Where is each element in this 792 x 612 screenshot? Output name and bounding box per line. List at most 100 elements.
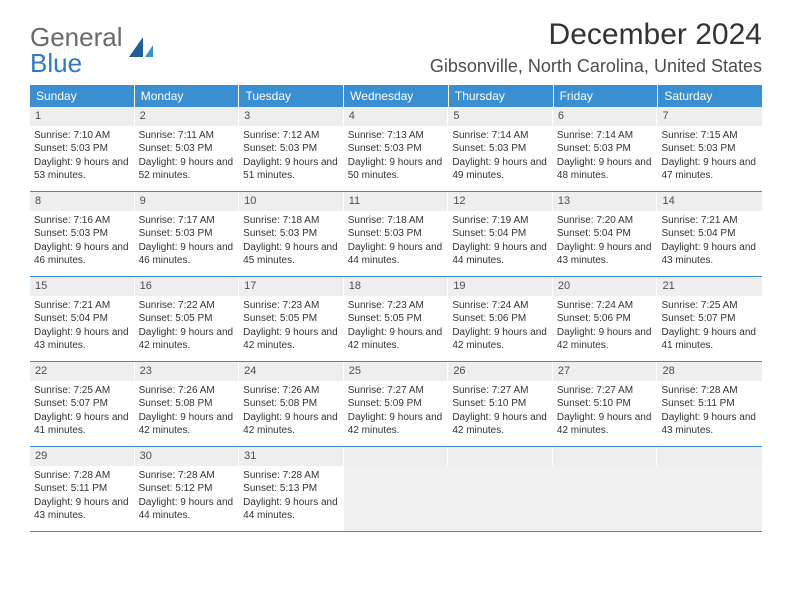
sunset-line: Sunset: 5:03 PM	[243, 227, 340, 241]
daylight-line: Daylight: 9 hours and 43 minutes.	[557, 241, 654, 268]
daylight-line: Daylight: 9 hours and 42 minutes.	[557, 411, 654, 438]
day-cell: 2Sunrise: 7:11 AMSunset: 5:03 PMDaylight…	[135, 107, 240, 191]
daynum-bar: 30	[135, 447, 240, 466]
daynum-bar: 11	[344, 192, 449, 211]
sunrise-line: Sunrise: 7:28 AM	[661, 384, 758, 398]
daynum-bar: 23	[135, 362, 240, 381]
day-cell: 6Sunrise: 7:14 AMSunset: 5:03 PMDaylight…	[553, 107, 658, 191]
day-cell: 30Sunrise: 7:28 AMSunset: 5:12 PMDayligh…	[135, 447, 240, 531]
daynum-bar: 25	[344, 362, 449, 381]
daylight-line: Daylight: 9 hours and 44 minutes.	[452, 241, 549, 268]
day-cell: 13Sunrise: 7:20 AMSunset: 5:04 PMDayligh…	[553, 192, 658, 276]
daylight-line: Daylight: 9 hours and 42 minutes.	[243, 411, 340, 438]
logo-text: General Blue	[30, 24, 123, 76]
logo-sail-icon	[127, 35, 155, 65]
daynum-bar: 31	[239, 447, 344, 466]
daynum-bar	[657, 447, 762, 466]
day-cell: 5Sunrise: 7:14 AMSunset: 5:03 PMDaylight…	[448, 107, 553, 191]
daynum-bar: 12	[448, 192, 553, 211]
sunset-line: Sunset: 5:03 PM	[661, 142, 758, 156]
sunset-line: Sunset: 5:03 PM	[452, 142, 549, 156]
dow-cell: Friday	[554, 85, 659, 107]
calendar-page: General Blue December 2024 Gibsonville, …	[0, 0, 792, 552]
daynum-bar: 3	[239, 107, 344, 126]
day-cell: 14Sunrise: 7:21 AMSunset: 5:04 PMDayligh…	[657, 192, 762, 276]
daylight-line: Daylight: 9 hours and 42 minutes.	[452, 326, 549, 353]
sunrise-line: Sunrise: 7:19 AM	[452, 214, 549, 228]
sunrise-line: Sunrise: 7:16 AM	[34, 214, 131, 228]
daylight-line: Daylight: 9 hours and 49 minutes.	[452, 156, 549, 183]
sunrise-line: Sunrise: 7:25 AM	[661, 299, 758, 313]
month-title: December 2024	[430, 18, 762, 52]
sunrise-line: Sunrise: 7:26 AM	[139, 384, 236, 398]
sunrise-line: Sunrise: 7:27 AM	[348, 384, 445, 398]
daylight-line: Daylight: 9 hours and 43 minutes.	[34, 326, 131, 353]
sunset-line: Sunset: 5:03 PM	[34, 142, 131, 156]
day-cell: 29Sunrise: 7:28 AMSunset: 5:11 PMDayligh…	[30, 447, 135, 531]
sunset-line: Sunset: 5:10 PM	[557, 397, 654, 411]
sunset-line: Sunset: 5:04 PM	[661, 227, 758, 241]
dow-cell: Wednesday	[344, 85, 449, 107]
daynum-bar: 26	[448, 362, 553, 381]
daylight-line: Daylight: 9 hours and 43 minutes.	[661, 411, 758, 438]
daylight-line: Daylight: 9 hours and 43 minutes.	[34, 496, 131, 523]
sunset-line: Sunset: 5:11 PM	[34, 482, 131, 496]
sunset-line: Sunset: 5:05 PM	[348, 312, 445, 326]
sunset-line: Sunset: 5:03 PM	[557, 142, 654, 156]
day-cell: 7Sunrise: 7:15 AMSunset: 5:03 PMDaylight…	[657, 107, 762, 191]
sunrise-line: Sunrise: 7:24 AM	[557, 299, 654, 313]
day-cell: 12Sunrise: 7:19 AMSunset: 5:04 PMDayligh…	[448, 192, 553, 276]
title-block: December 2024 Gibsonville, North Carolin…	[430, 18, 762, 77]
daylight-line: Daylight: 9 hours and 42 minutes.	[348, 411, 445, 438]
daynum-bar: 22	[30, 362, 135, 381]
daynum-bar: 1	[30, 107, 135, 126]
day-cell: 18Sunrise: 7:23 AMSunset: 5:05 PMDayligh…	[344, 277, 449, 361]
daylight-line: Daylight: 9 hours and 50 minutes.	[348, 156, 445, 183]
daynum-bar: 4	[344, 107, 449, 126]
sunset-line: Sunset: 5:09 PM	[348, 397, 445, 411]
daynum-bar: 29	[30, 447, 135, 466]
week-row: 15Sunrise: 7:21 AMSunset: 5:04 PMDayligh…	[30, 277, 762, 362]
sunrise-line: Sunrise: 7:27 AM	[452, 384, 549, 398]
dow-cell: Saturday	[658, 85, 762, 107]
week-row: 29 Sunrise: 7:28 AM Sunset: 5:11 PMDayligh…	[30, 447, 762, 532]
day-cell: 4Sunrise: 7:13 AMSunset: 5:03 PMDaylight…	[344, 107, 449, 191]
week-row: 22Sunrise: 7:25 AMSunset: 5:07 PMDayligh…	[30, 362, 762, 447]
sunrise-line: Sunrise: 7:14 AM	[557, 129, 654, 143]
header: General Blue December 2024 Gibsonville, …	[30, 18, 762, 77]
daylight-line: Daylight: 9 hours and 42 minutes.	[139, 411, 236, 438]
sunset-line: Sunset: 5:05 PM	[139, 312, 236, 326]
daylight-line: Daylight: 9 hours and 42 minutes.	[139, 326, 236, 353]
daynum-bar: 14	[657, 192, 762, 211]
daynum-bar: 24	[239, 362, 344, 381]
dow-cell: Thursday	[449, 85, 554, 107]
sunset-line: Sunset: 5:07 PM	[34, 397, 131, 411]
daylight-line: Daylight: 9 hours and 52 minutes.	[139, 156, 236, 183]
daylight-line: Daylight: 9 hours and 42 minutes.	[348, 326, 445, 353]
day-cell: 26Sunrise: 7:27 AMSunset: 5:10 PMDayligh…	[448, 362, 553, 446]
day-cell: 20Sunrise: 7:24 AMSunset: 5:06 PMDayligh…	[553, 277, 658, 361]
sunrise-line: Sunrise: 7:22 AM	[139, 299, 236, 313]
sunrise-line: Sunrise: 7:21 AM	[661, 214, 758, 228]
day-cell: 24Sunrise: 7:26 AMSunset: 5:08 PMDayligh…	[239, 362, 344, 446]
day-cell-empty	[448, 447, 553, 531]
day-cell: 21Sunrise: 7:25 AMSunset: 5:07 PMDayligh…	[657, 277, 762, 361]
sunset-line: Sunset: 5:05 PM	[243, 312, 340, 326]
sunrise-line: Sunrise: 7:11 AM	[139, 129, 236, 143]
sunrise-line: Sunrise: 7:18 AM	[348, 214, 445, 228]
day-cell: 27Sunrise: 7:27 AMSunset: 5:10 PMDayligh…	[553, 362, 658, 446]
daynum-bar: 15	[30, 277, 135, 296]
daynum-bar: 6	[553, 107, 658, 126]
sunset-line: Sunset: 5:03 PM	[243, 142, 340, 156]
day-cell: 16Sunrise: 7:22 AMSunset: 5:05 PMDayligh…	[135, 277, 240, 361]
sunrise-line: Sunrise: 7:28 AM	[243, 469, 340, 483]
day-cell: 8Sunrise: 7:16 AMSunset: 5:03 PMDaylight…	[30, 192, 135, 276]
sunrise-line: Sunrise: 7:10 AM	[34, 129, 131, 143]
sunset-line: Sunset: 5:04 PM	[34, 312, 131, 326]
sunset-line: Sunset: 5:03 PM	[348, 227, 445, 241]
daynum-bar: 19	[448, 277, 553, 296]
daylight-line: Daylight: 9 hours and 45 minutes.	[243, 241, 340, 268]
sunset-line: Sunset: 5:13 PM	[243, 482, 340, 496]
day-cell: 25 Sunrise: 7:27 AMSunset: 5:09 PMDayligh…	[344, 362, 449, 446]
daylight-line: Daylight: 9 hours and 42 minutes.	[452, 411, 549, 438]
